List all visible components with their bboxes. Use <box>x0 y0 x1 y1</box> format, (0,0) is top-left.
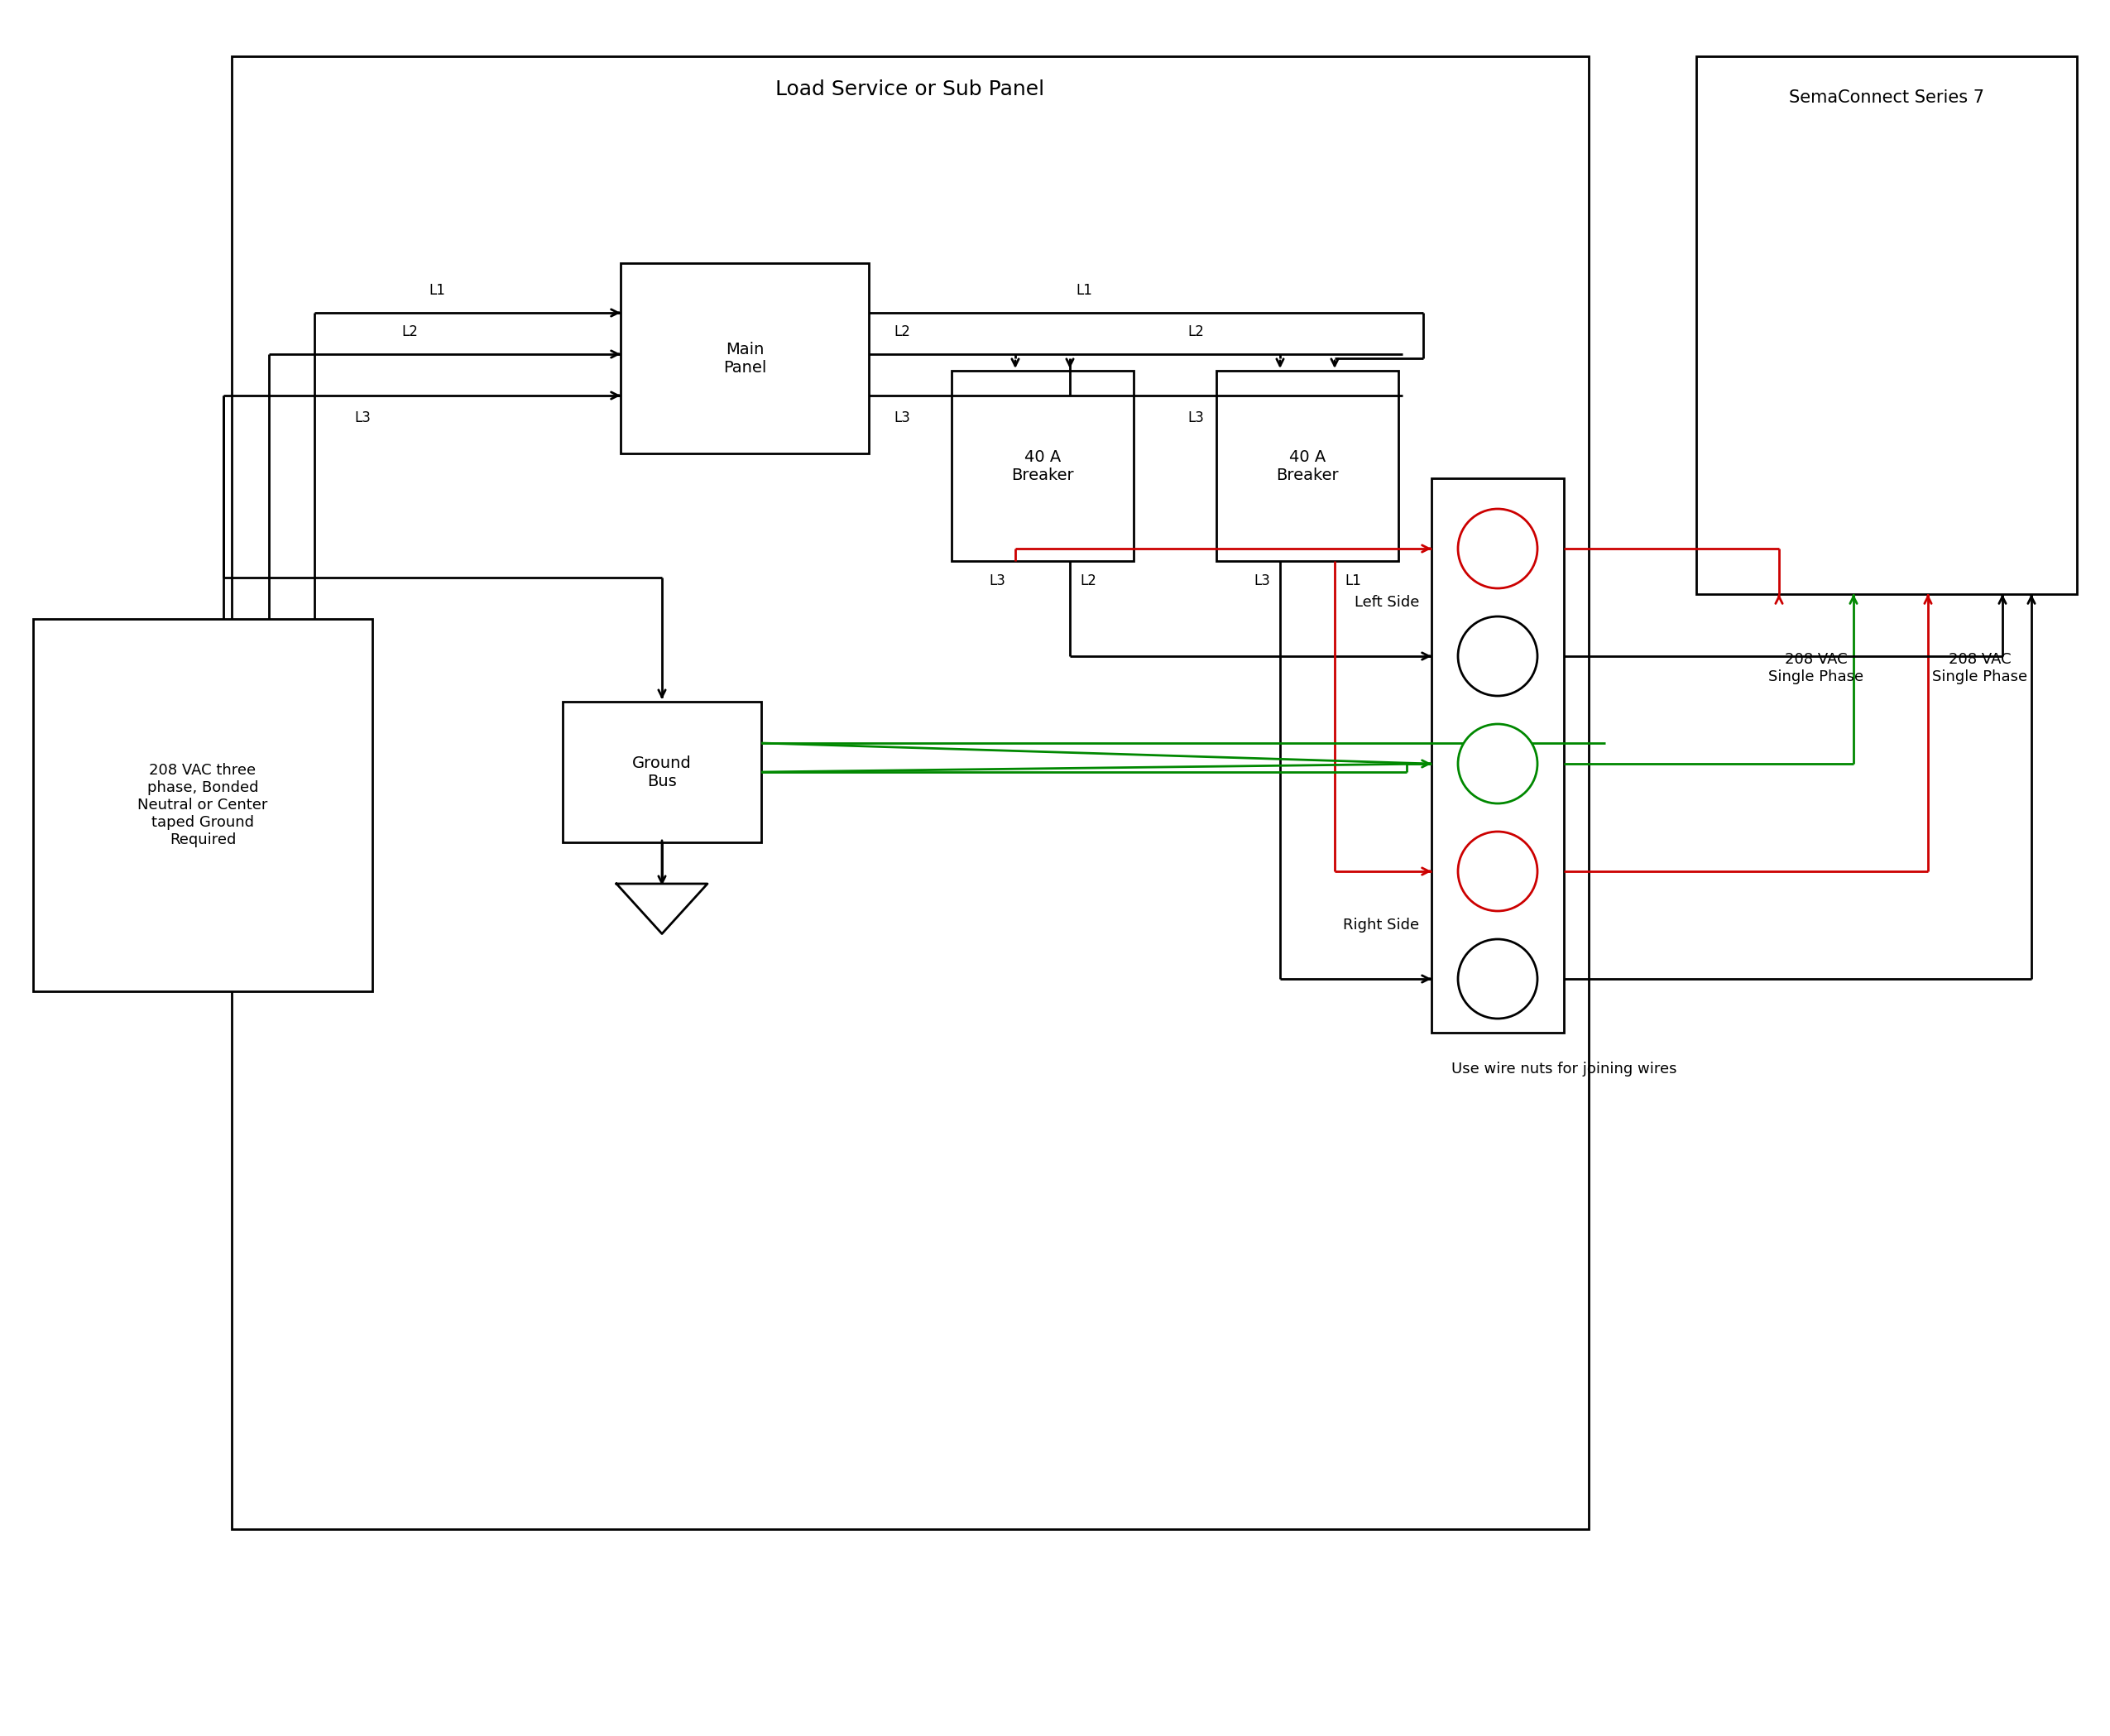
Bar <box>620 264 869 453</box>
Bar <box>34 620 371 991</box>
Text: L2: L2 <box>895 325 909 339</box>
Text: L3: L3 <box>1188 410 1205 425</box>
Text: L1: L1 <box>428 283 445 299</box>
Text: L3: L3 <box>990 573 1004 589</box>
Circle shape <box>1458 509 1538 589</box>
Text: L3: L3 <box>1253 573 1270 589</box>
Bar <box>232 56 1589 1529</box>
Circle shape <box>1458 939 1538 1019</box>
Text: 40 A
Breaker: 40 A Breaker <box>1277 450 1338 483</box>
Text: 208 VAC three
phase, Bonded
Neutral or Center
taped Ground
Required: 208 VAC three phase, Bonded Neutral or C… <box>137 764 268 847</box>
Text: L3: L3 <box>895 410 909 425</box>
Circle shape <box>1458 616 1538 696</box>
Text: Load Service or Sub Panel: Load Service or Sub Panel <box>776 80 1044 99</box>
Text: Left Side: Left Side <box>1355 595 1420 609</box>
Text: Main
Panel: Main Panel <box>724 342 766 375</box>
Text: L2: L2 <box>1080 573 1097 589</box>
Text: Use wire nuts for joining wires: Use wire nuts for joining wires <box>1452 1062 1677 1076</box>
Bar <box>1431 479 1564 1033</box>
Text: Ground
Bus: Ground Bus <box>633 755 692 788</box>
Bar <box>952 372 1133 561</box>
Bar <box>1215 372 1399 561</box>
Text: L3: L3 <box>354 410 371 425</box>
Bar <box>563 701 762 842</box>
Text: L1: L1 <box>1344 573 1361 589</box>
Text: L2: L2 <box>401 325 418 339</box>
Text: 208 VAC
Single Phase: 208 VAC Single Phase <box>1933 653 2028 684</box>
Circle shape <box>1458 724 1538 804</box>
Text: L1: L1 <box>1076 283 1093 299</box>
Bar <box>1696 56 2076 594</box>
Text: SemaConnect Series 7: SemaConnect Series 7 <box>1789 89 1983 106</box>
Text: Right Side: Right Side <box>1342 918 1420 932</box>
Text: 208 VAC
Single Phase: 208 VAC Single Phase <box>1768 653 1863 684</box>
Circle shape <box>1458 832 1538 911</box>
Text: 40 A
Breaker: 40 A Breaker <box>1011 450 1074 483</box>
Text: L2: L2 <box>1188 325 1205 339</box>
